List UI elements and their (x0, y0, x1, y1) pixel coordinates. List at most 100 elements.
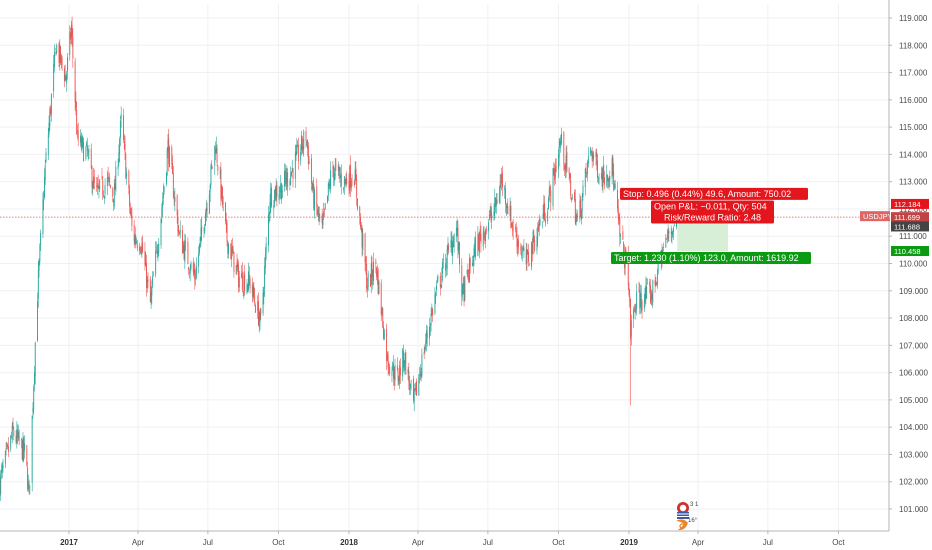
candle-body (566, 152, 568, 172)
candle-body (430, 313, 432, 326)
time-tick-label: Oct (272, 538, 285, 547)
candle-body (281, 189, 283, 198)
candle (171, 144, 173, 170)
candle-body (372, 278, 374, 281)
candle (54, 48, 56, 51)
candle (521, 244, 523, 260)
price-axis[interactable]: 119.000 118.000 117.000 116.000 115.000 114.0… (888, 0, 928, 531)
candle (459, 241, 460, 273)
candle-body (420, 374, 422, 376)
candle (431, 303, 433, 317)
candle-body (253, 287, 255, 297)
candle-body (230, 243, 232, 260)
candle (549, 185, 551, 197)
candle-body (407, 369, 409, 374)
candle-body (591, 152, 593, 161)
candle (230, 242, 232, 260)
candle (656, 281, 658, 286)
candle-body (482, 232, 484, 247)
candle (392, 361, 394, 372)
candle-body (263, 290, 265, 296)
candle (322, 213, 324, 229)
candle (327, 181, 329, 202)
time-axis[interactable]: 2017 Apr Jul Oct 2018 Apr Jul Oct 2019 Apr Jul Oct (0, 530, 889, 547)
candle (580, 208, 582, 225)
candle-body (134, 235, 136, 245)
candle (435, 291, 437, 304)
candle (165, 171, 167, 187)
candle (468, 253, 470, 284)
candle (172, 166, 174, 199)
candle-body (520, 246, 522, 252)
price-tick-label: 101.000 (899, 505, 928, 514)
candle (646, 278, 648, 285)
candle (60, 45, 62, 66)
candle (574, 189, 575, 203)
candle-body (469, 257, 471, 267)
candle-body (99, 179, 101, 190)
candle-body (584, 169, 586, 188)
price-tick-label: 106.000 (899, 369, 928, 378)
candle-body (570, 180, 572, 196)
candle-body (195, 265, 197, 278)
candle-body (136, 241, 137, 244)
candle (48, 115, 50, 138)
candle-body (446, 249, 448, 269)
candle (208, 190, 210, 215)
candle-body (356, 198, 358, 209)
candle (188, 266, 190, 275)
candle (537, 222, 539, 247)
candle (254, 287, 256, 307)
candle-body (416, 380, 417, 396)
candle (554, 158, 556, 185)
candle-body (37, 270, 39, 299)
candle (12, 417, 14, 431)
candle-body (330, 169, 332, 190)
candle (475, 231, 477, 261)
candle-body (20, 438, 22, 441)
candle-body (436, 279, 438, 283)
candle (640, 285, 642, 314)
candle (531, 238, 533, 262)
candle (253, 282, 255, 299)
candle-body (564, 165, 566, 170)
candle (145, 252, 147, 267)
candle (393, 366, 395, 391)
owl-flag-logo-icon: 3 1 16° (676, 502, 699, 531)
candle-body (146, 262, 147, 289)
candle-body (70, 27, 72, 39)
candle-body (456, 227, 458, 230)
candle-body (366, 286, 368, 290)
candle (638, 281, 640, 293)
candle (152, 271, 154, 277)
candle (317, 206, 319, 222)
candle (86, 140, 88, 148)
candle (666, 238, 668, 240)
candle (50, 104, 52, 117)
candle-body (160, 218, 162, 246)
candle (157, 243, 159, 262)
candle (155, 241, 157, 278)
candle (350, 155, 351, 198)
candle-body (389, 366, 391, 374)
candle (80, 129, 81, 147)
candle-body (167, 139, 169, 152)
candle (630, 298, 631, 406)
candle-body (431, 309, 433, 315)
candle-body (314, 189, 315, 211)
candle-body (291, 167, 293, 171)
candle-body (262, 292, 264, 314)
candle (187, 237, 189, 265)
candle (650, 289, 652, 306)
candle-body (106, 176, 108, 186)
candle (464, 276, 466, 302)
candle-body (254, 304, 256, 313)
candle-body (585, 168, 587, 173)
candle-body (598, 178, 600, 180)
candle (566, 145, 568, 173)
candle (136, 237, 137, 245)
candle-body (1, 469, 2, 473)
time-tick-label: 2017 (60, 538, 78, 547)
symbol-tag: USDJPY (863, 212, 893, 221)
